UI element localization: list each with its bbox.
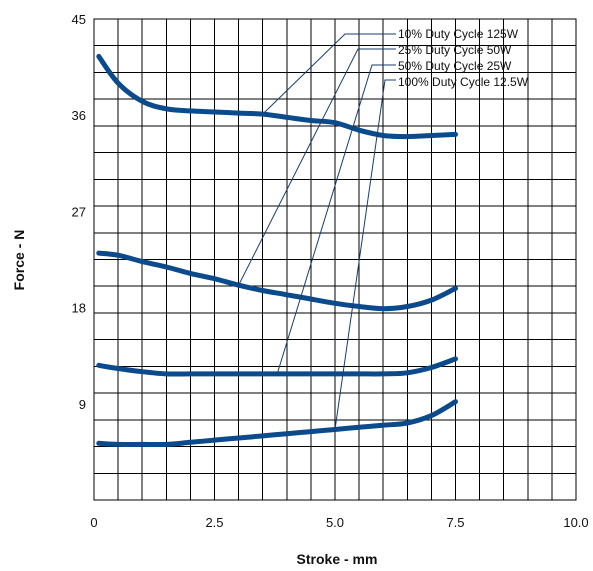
legend-entry-50pct: 50% Duty Cycle 25W <box>398 59 512 73</box>
x-tick-label: 7.5 <box>446 515 464 530</box>
series-100pct-line <box>96 399 458 448</box>
tick-labels: 0 2.5 5.0 7.5 10.0 9 18 27 36 45 <box>72 12 589 530</box>
legend: 10% Duty Cycle 125W 25% Duty Cycle 50W 50%… <box>398 27 529 89</box>
x-tick-label: 2.5 <box>205 515 223 530</box>
legend-entry-100pct: 100% Duty Cycle 12.5W <box>398 75 529 89</box>
grid <box>94 19 576 500</box>
legend-leader-lines <box>238 33 396 430</box>
x-tick-label: 10.0 <box>563 515 588 530</box>
legend-leader-line <box>262 33 396 115</box>
legend-leader-line <box>334 79 396 430</box>
x-tick-label: 5.0 <box>326 515 344 530</box>
legend-entry-25pct: 25% Duty Cycle 50W <box>398 43 512 57</box>
series-lines <box>96 53 458 448</box>
series-50pct-line <box>96 356 458 377</box>
y-tick-label: 27 <box>72 204 86 219</box>
legend-entry-10pct: 10% Duty Cycle 125W <box>398 27 519 41</box>
plot-frame <box>93 18 577 501</box>
y-tick-label: 9 <box>79 397 86 412</box>
y-axis-title: Force - N <box>11 230 27 291</box>
series-10pct-line <box>96 53 458 140</box>
legend-leader-line <box>276 64 396 375</box>
y-tick-label: 36 <box>72 108 86 123</box>
legend-leader-line <box>238 48 396 286</box>
series-25pct-line <box>96 250 458 312</box>
x-tick-label: 0 <box>90 515 97 530</box>
y-tick-label: 45 <box>72 12 86 27</box>
x-axis-title: Stroke - mm <box>297 551 378 567</box>
y-tick-label: 18 <box>72 301 86 316</box>
